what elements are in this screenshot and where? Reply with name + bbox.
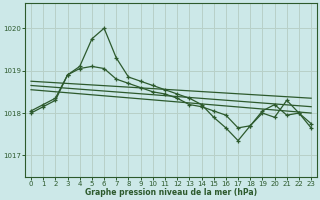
X-axis label: Graphe pression niveau de la mer (hPa): Graphe pression niveau de la mer (hPa) [85, 188, 257, 197]
